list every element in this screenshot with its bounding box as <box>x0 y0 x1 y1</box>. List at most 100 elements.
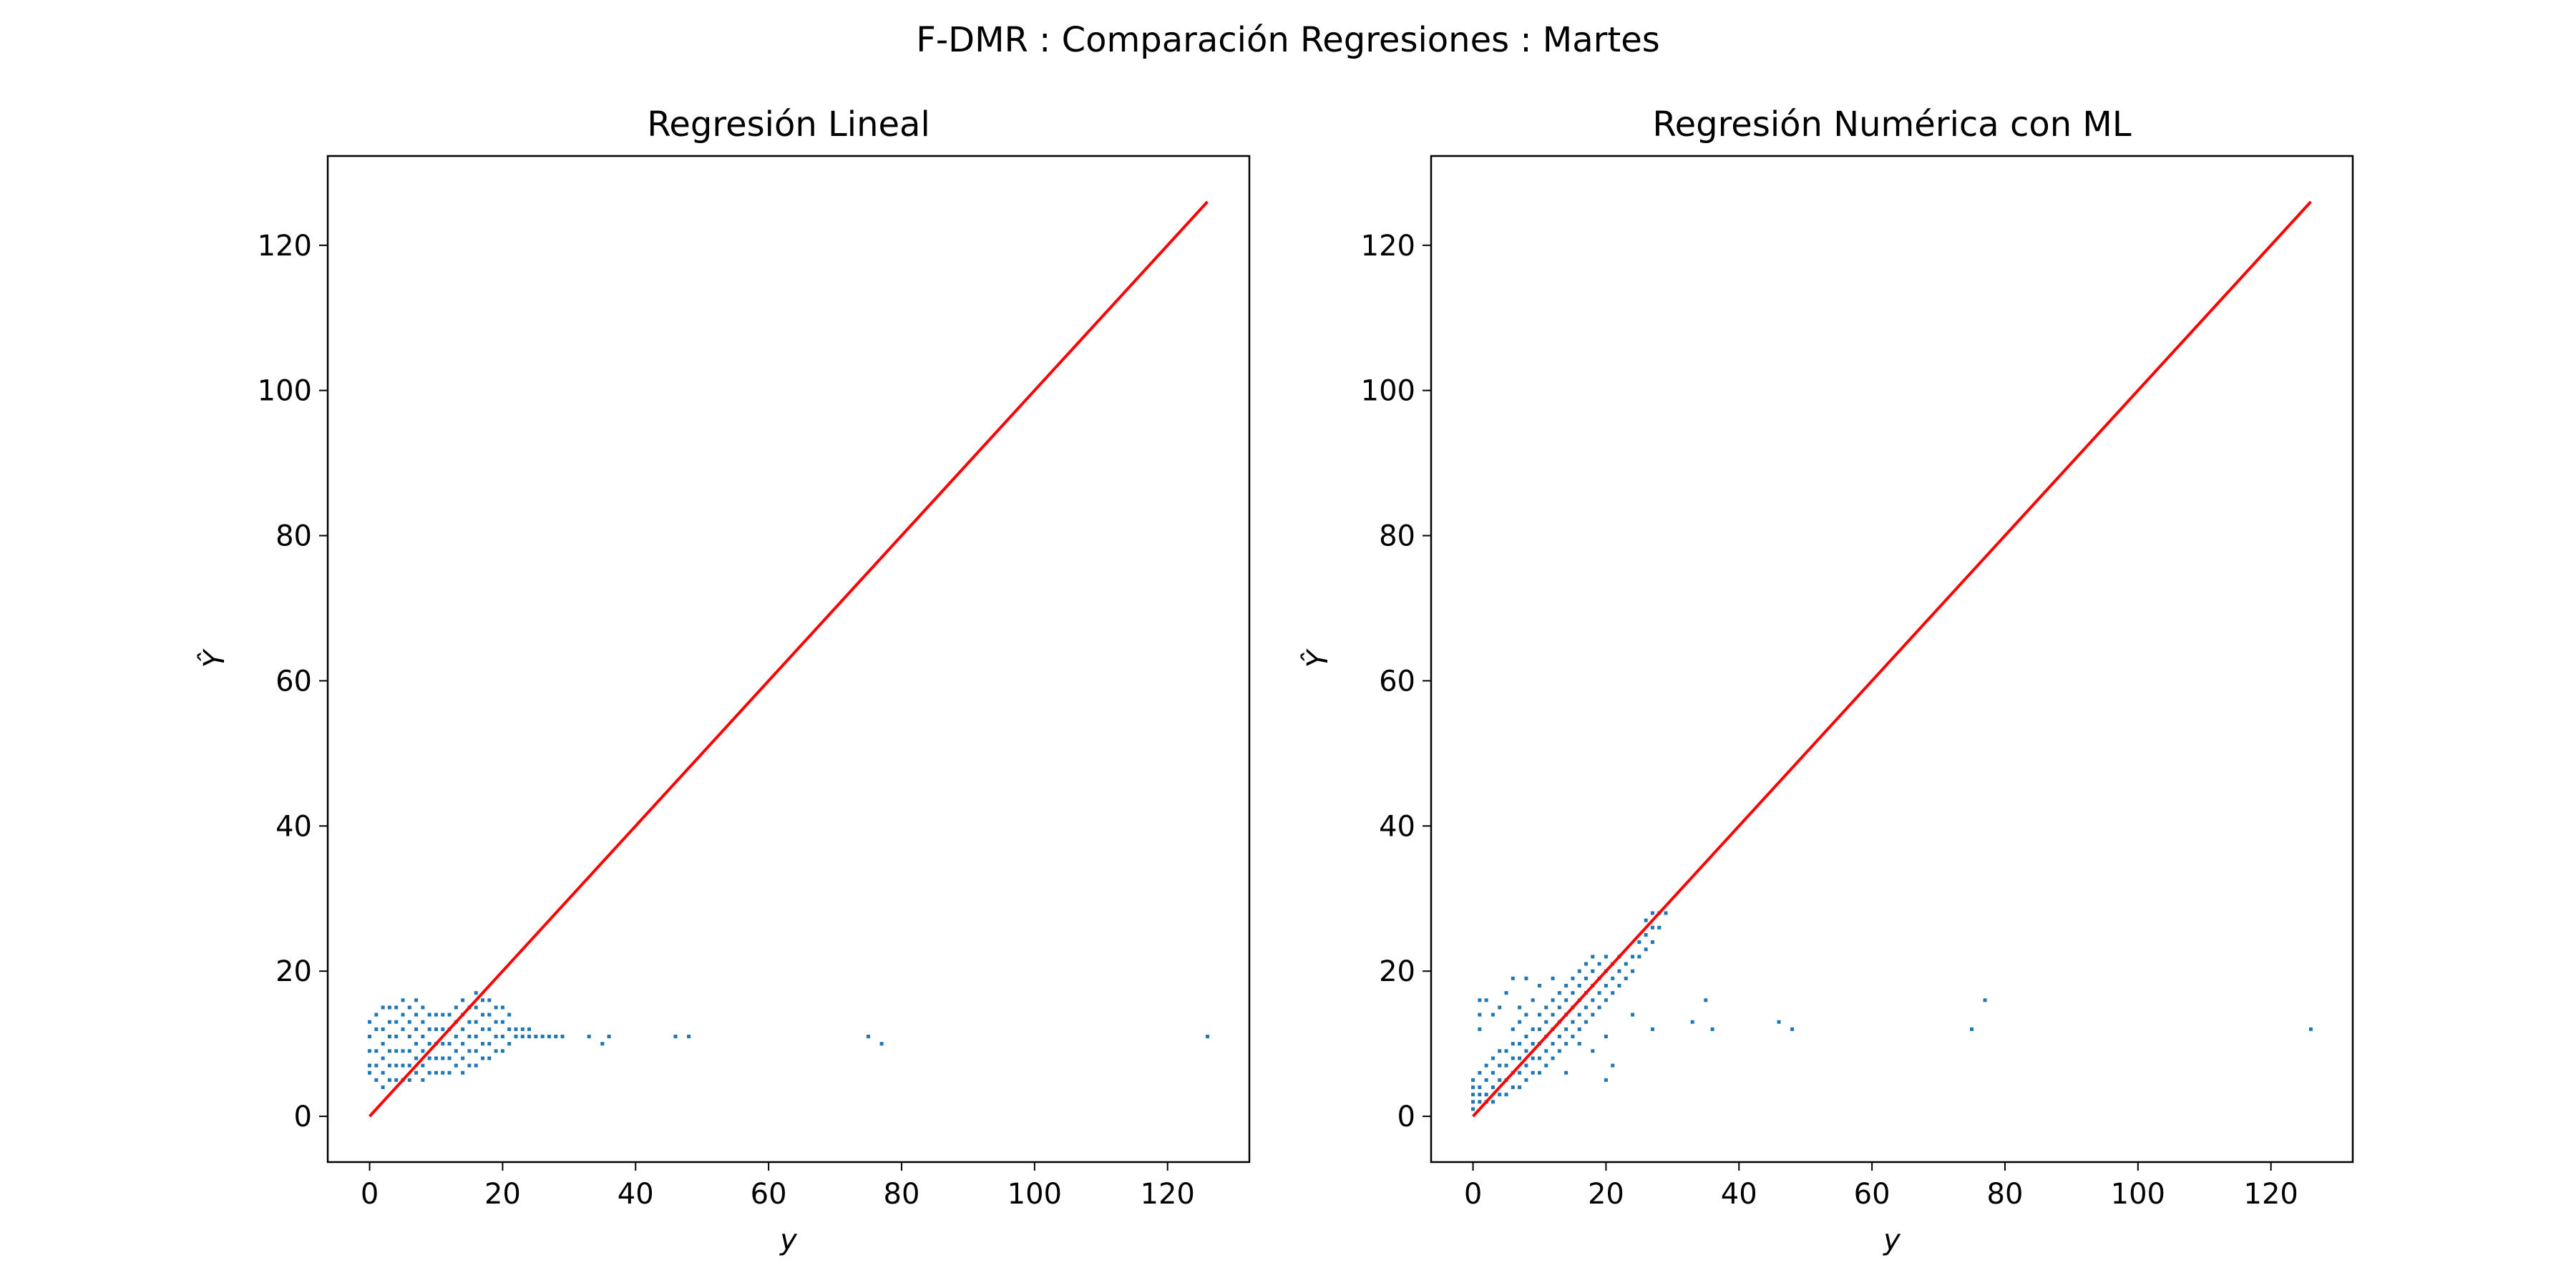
data-point <box>1537 1056 1541 1060</box>
data-point <box>1478 1070 1482 1075</box>
data-point <box>1591 998 1595 1002</box>
data-point <box>1531 1070 1535 1075</box>
data-point <box>494 1020 498 1024</box>
data-point <box>1511 1042 1515 1046</box>
data-point <box>1564 1042 1568 1046</box>
data-point <box>1604 1035 1608 1039</box>
data-point <box>487 1013 492 1017</box>
data-point <box>1544 1063 1548 1068</box>
data-point <box>1577 983 1581 987</box>
y-tick-label: 40 <box>1379 810 1415 843</box>
data-point <box>1484 1078 1488 1082</box>
data-point <box>401 1027 405 1031</box>
data-point <box>481 1056 485 1060</box>
data-point <box>441 1056 445 1060</box>
panel-ml-regression: Regresión Numérica con ML y Ŷ 0 20 40 60 80 1… <box>1299 104 2354 1257</box>
data-point <box>1518 1056 1522 1060</box>
data-point <box>1604 955 1608 959</box>
data-point <box>1504 1093 1508 1097</box>
data-point <box>1478 998 1482 1002</box>
data-point <box>414 1056 419 1060</box>
data-point <box>500 1035 504 1039</box>
data-point <box>481 1013 485 1017</box>
data-point <box>673 1035 678 1039</box>
data-point <box>467 1063 472 1068</box>
data-point <box>1597 1005 1601 1010</box>
data-point <box>1584 1020 1589 1024</box>
data-point <box>1484 998 1488 1002</box>
x-tick-label: 20 <box>1588 1178 1624 1211</box>
data-point <box>374 1027 379 1031</box>
data-point <box>1551 1056 1555 1060</box>
data-point <box>481 1042 485 1046</box>
data-point <box>520 1035 525 1039</box>
data-point <box>1478 1093 1482 1097</box>
data-point <box>487 998 492 1002</box>
data-point <box>1564 998 1568 1002</box>
data-point <box>374 1013 379 1017</box>
x-tick-label: 40 <box>1721 1178 1757 1211</box>
data-point <box>368 1063 372 1068</box>
data-point <box>447 1013 452 1017</box>
data-point <box>1537 1027 1541 1031</box>
data-point <box>441 1070 445 1075</box>
data-point <box>1478 1027 1482 1031</box>
x-tick-label: 100 <box>1008 1178 1062 1211</box>
data-point <box>1604 983 1608 987</box>
data-point <box>600 1042 605 1046</box>
data-point <box>1551 998 1555 1002</box>
data-point <box>1970 1027 1974 1031</box>
data-point <box>467 1049 472 1053</box>
data-point <box>474 1020 478 1024</box>
plot-frame <box>1430 155 2354 1163</box>
data-point <box>1511 1085 1515 1090</box>
data-point <box>500 1020 504 1024</box>
data-point <box>587 1035 591 1039</box>
data-point <box>1631 969 1635 973</box>
data-point <box>414 998 419 1002</box>
x-tick-label: 40 <box>618 1178 654 1211</box>
y-tick-label: 20 <box>275 955 312 988</box>
data-point <box>1498 1063 1502 1068</box>
data-point <box>394 1035 399 1039</box>
data-point <box>421 1020 425 1024</box>
data-point <box>1504 991 1508 995</box>
x-tick-label: 0 <box>361 1178 379 1211</box>
data-point <box>1498 1005 1502 1010</box>
data-point <box>1551 976 1555 980</box>
data-point <box>381 1085 385 1090</box>
data-point <box>494 1035 498 1039</box>
data-point <box>527 1035 532 1039</box>
scatter-points <box>368 991 1209 1090</box>
data-point <box>1544 1049 1548 1053</box>
data-point <box>1557 1049 1561 1053</box>
data-point <box>1471 1078 1475 1082</box>
data-point <box>1551 1042 1555 1046</box>
data-point <box>368 1035 372 1039</box>
data-point <box>879 1042 884 1046</box>
data-point <box>1710 1027 1714 1031</box>
data-point <box>427 1070 431 1075</box>
y-axis-label: Ŷ <box>196 648 231 668</box>
data-point <box>514 1035 518 1039</box>
data-point <box>1611 976 1615 980</box>
x-tick-label: 100 <box>2111 1178 2165 1211</box>
data-point <box>441 1042 445 1046</box>
data-point <box>434 1056 438 1060</box>
data-point <box>1544 1005 1548 1010</box>
data-point <box>387 1005 391 1010</box>
data-point <box>1491 1013 1495 1017</box>
data-point <box>1631 1013 1635 1017</box>
data-point <box>414 1070 419 1075</box>
data-point <box>1624 962 1628 966</box>
data-point <box>1557 1035 1561 1039</box>
data-point <box>1657 925 1662 930</box>
data-point <box>374 1063 379 1068</box>
data-point <box>1518 1085 1522 1090</box>
data-point <box>1531 998 1535 1002</box>
data-point <box>1571 991 1575 995</box>
data-point <box>520 1027 525 1031</box>
data-point <box>1544 1020 1548 1024</box>
data-point <box>1591 1049 1595 1053</box>
